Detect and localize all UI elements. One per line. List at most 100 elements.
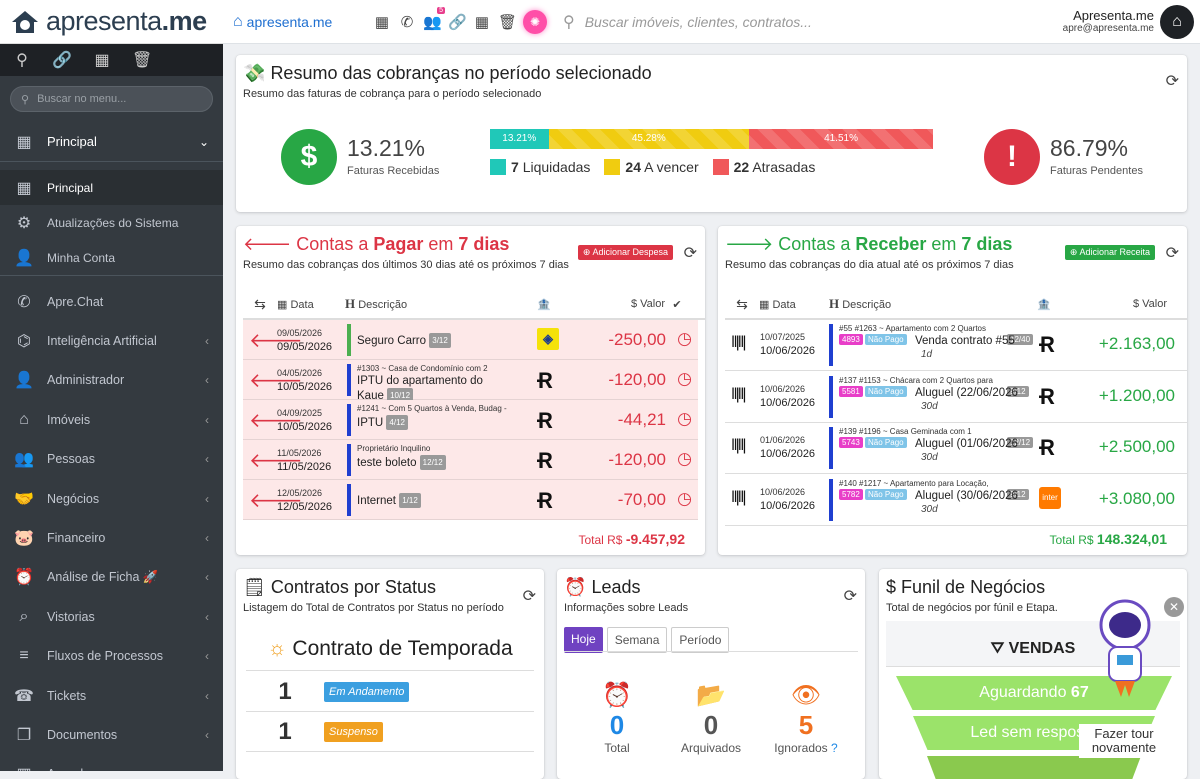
trash-icon[interactable]: 🗑 bbox=[498, 13, 518, 31]
sidebar-item-2[interactable]: 👤 Administrador ‹ bbox=[14, 372, 209, 390]
warning-icon: ! bbox=[984, 129, 1040, 185]
ai-assistant-icon[interactable]: ✺ bbox=[523, 9, 547, 34]
status-badge: Suspenso bbox=[324, 721, 383, 742]
sidebar-item-6[interactable]: 🐷 Financeiro ‹ bbox=[14, 530, 209, 548]
received-percent: 13.21% bbox=[347, 135, 426, 161]
sidebar-item-4[interactable]: 👥 Pessoas ‹ bbox=[14, 451, 209, 469]
legend-a-vencer: 24 A vencer bbox=[604, 159, 699, 175]
avatar[interactable]: ⌂ bbox=[1160, 5, 1194, 39]
receber-total: Total R$ 148.324,01 bbox=[1049, 531, 1167, 547]
user-icon: 👤 bbox=[14, 249, 34, 267]
bank-icon: 🏦 bbox=[537, 298, 551, 311]
pending-label: Faturas Pendentes bbox=[1050, 165, 1143, 177]
leads-tabs: Hoje Semana Período bbox=[564, 627, 730, 653]
leads-subtitle: Informações sobre Leads bbox=[564, 602, 689, 614]
sidebar-subitem-principal[interactable]: ▦ Principal bbox=[0, 170, 223, 205]
installment-badge: 12/12 bbox=[419, 455, 446, 470]
contrato-row[interactable]: 1 Suspenso bbox=[246, 712, 534, 752]
progress-segment-atrasadas: 41.51% bbox=[749, 129, 933, 149]
sidebar-subitem-account[interactable]: 👤 Minha Conta bbox=[14, 249, 116, 267]
tab-periodo[interactable]: Período bbox=[671, 627, 730, 653]
refresh-icon[interactable]: ⟳ bbox=[1165, 73, 1179, 90]
sidebar-search-input[interactable]: ⚲ Buscar no menu... bbox=[10, 86, 213, 112]
sidebar-item-9[interactable]: ≡ Fluxos de Processos ‹ bbox=[0, 637, 223, 676]
status-badge: Em Andamento bbox=[324, 681, 410, 702]
topbar-logo[interactable]: ⌂ apresenta.me bbox=[233, 12, 333, 30]
sidebar-item-11[interactable]: ❐ Documentos ‹ bbox=[0, 715, 223, 754]
user-menu[interactable]: Apresenta.me apre@apresenta.me bbox=[1063, 8, 1154, 34]
sidebar-item-0[interactable]: ✆ Apre.Chat bbox=[0, 282, 223, 321]
table-row[interactable]: ‖|‖| 01/06/2026 10/06/2026 #139 #1196 ~ Cas… bbox=[725, 423, 1187, 474]
trash-icon[interactable]: 🗑 bbox=[132, 52, 153, 69]
sidebar-subitem-updates[interactable]: ⚙ Atualizações do Sistema bbox=[0, 205, 223, 240]
sidebar-item-7[interactable]: ⏰ Análise de Ficha 🚀 ‹ bbox=[14, 569, 209, 587]
installment-badge: 12/12 bbox=[1007, 437, 1034, 448]
sidebar-item-3[interactable]: ⌂ Imóveis ‹ bbox=[0, 400, 223, 439]
table-row[interactable]: 🡐 04/09/2025 10/05/2026 #1241 ~ Com 5 Quart… bbox=[243, 400, 698, 440]
table-row[interactable]: ‖|‖| 10/06/2026 10/06/2026 #137 #1153 ~ Chá… bbox=[725, 372, 1187, 423]
global-search-input[interactable]: ⚲ Buscar imóveis, clientes, contratos... bbox=[563, 13, 812, 31]
tour-again-button[interactable]: Fazer tour novamente bbox=[1079, 724, 1169, 758]
installment-badge: 12/40 bbox=[1007, 334, 1034, 345]
search-icon[interactable]: ⚲ bbox=[16, 52, 28, 69]
tab-semana[interactable]: Semana bbox=[606, 627, 668, 653]
table-row[interactable]: 🡐 09/05/2026 09/05/2026 Seguro Carro 3/12 ◈ -… bbox=[243, 320, 698, 360]
barcode-icon[interactable]: ‖|‖| bbox=[731, 437, 746, 454]
money-check-icon: 💸 bbox=[243, 63, 266, 83]
contrato-row[interactable]: 1 Em Andamento bbox=[246, 672, 534, 712]
clock-icon[interactable]: ◷ bbox=[677, 369, 692, 388]
home-logo-icon bbox=[12, 10, 38, 33]
sidebar-item-8[interactable]: ⌕ Vistorias ‹ bbox=[0, 597, 223, 636]
sidebar-item-1[interactable]: ⌬ Inteligência Artificial ‹ bbox=[0, 321, 223, 360]
leads-stat-ignorados: 👁 5 Ignorados ? bbox=[761, 681, 851, 755]
barcode-icon[interactable]: ‖|‖| bbox=[731, 488, 746, 506]
notifications-people-icon[interactable]: 👥 5 bbox=[423, 6, 445, 31]
col-date: ▦ Data bbox=[759, 298, 796, 311]
sidebar-item-12[interactable]: ▦Agenda‹ bbox=[0, 755, 223, 771]
clock-icon[interactable]: ◷ bbox=[677, 449, 692, 468]
add-expense-button[interactable]: ⊕ Adicionar Despesa bbox=[577, 245, 673, 260]
summary-title: 💸 Resumo das cobranças no período seleci… bbox=[243, 63, 652, 83]
eye-icon: 👁 bbox=[790, 682, 822, 709]
calendar-icon[interactable]: ▦ bbox=[474, 13, 490, 31]
table-row[interactable]: ‖|‖| 10/06/2026 10/06/2026 #140 #1217 ~ Apa… bbox=[725, 475, 1187, 526]
link-icon[interactable]: 🔗 bbox=[52, 52, 72, 69]
clock-icon[interactable]: ◷ bbox=[677, 489, 692, 508]
sidebar-item-10[interactable]: ☎ Tickets ‹ bbox=[14, 687, 209, 705]
table-row[interactable]: 🡐 11/05/2026 11/05/2026 Proprietário Inquil… bbox=[243, 440, 698, 480]
whatsapp-icon[interactable]: ✆ bbox=[400, 13, 414, 31]
chevron-left-icon: ‹ bbox=[205, 334, 209, 349]
clock-icon[interactable]: ◷ bbox=[677, 329, 692, 348]
clock-icon[interactable]: ◷ bbox=[677, 409, 692, 428]
refresh-icon[interactable]: ⟳ bbox=[843, 588, 857, 605]
dashboard-icon[interactable]: ▦ bbox=[374, 13, 390, 31]
tab-hoje[interactable]: Hoje bbox=[564, 627, 603, 653]
refresh-icon[interactable]: ⟳ bbox=[522, 588, 536, 605]
legend-liquidadas: 7 Liquidadas bbox=[490, 159, 590, 175]
calendar-icon[interactable]: ▦ bbox=[94, 52, 110, 69]
table-row[interactable]: 🡐 04/05/2026 10/05/2026 #1303 ~ Casa de Con… bbox=[243, 360, 698, 403]
table-row[interactable]: 🡐 12/05/2026 12/05/2026 Internet 1/12 Ɍ -70,0… bbox=[243, 480, 698, 520]
refresh-icon[interactable]: ⟳ bbox=[683, 245, 697, 262]
barcode-icon[interactable]: ‖|‖| bbox=[731, 334, 746, 351]
sidebar-item-5[interactable]: 🤝 Negócios ‹ bbox=[14, 490, 209, 508]
dashboard-icon: ▦ bbox=[16, 179, 32, 197]
funil-card: $ Funil de Negócios Total de negócios po… bbox=[879, 569, 1187, 779]
astronaut-mascot-icon[interactable] bbox=[1085, 597, 1165, 707]
table-row[interactable]: ‖|‖| 10/07/2025 10/06/2026 #55 #1263 ~ Apar… bbox=[725, 320, 1187, 371]
topbar: ⌂ apresenta.me ▦ ✆ 👥 5 🔗 ▦ 🗑 ✺ ⚲ Buscar imó… bbox=[223, 0, 1200, 44]
summary-legend: 7 Liquidadas 24 A vencer 22 Atrasadas bbox=[490, 159, 815, 175]
progress-segment-a-vencer: 45.28% bbox=[548, 129, 750, 149]
user-name: Apresenta.me bbox=[1073, 8, 1154, 23]
home-icon: ⌂ bbox=[19, 410, 29, 428]
link-icon[interactable]: 🔗 bbox=[448, 13, 467, 31]
dollar-icon: $ bbox=[886, 577, 897, 597]
installment-badge: 10/12 bbox=[387, 388, 414, 403]
refresh-icon[interactable]: ⟳ bbox=[1165, 245, 1179, 262]
add-income-button[interactable]: ⊕ Adicionar Receita bbox=[1064, 245, 1155, 260]
barcode-icon[interactable]: ‖|‖| bbox=[731, 385, 746, 403]
sidebar-item-principal-group[interactable]: ▦ Principal ⌄ bbox=[0, 122, 223, 162]
funnel-step[interactable] bbox=[927, 756, 1141, 779]
brand-logo[interactable]: apresenta.me bbox=[0, 0, 223, 44]
close-icon[interactable]: ✕ bbox=[1164, 597, 1184, 617]
